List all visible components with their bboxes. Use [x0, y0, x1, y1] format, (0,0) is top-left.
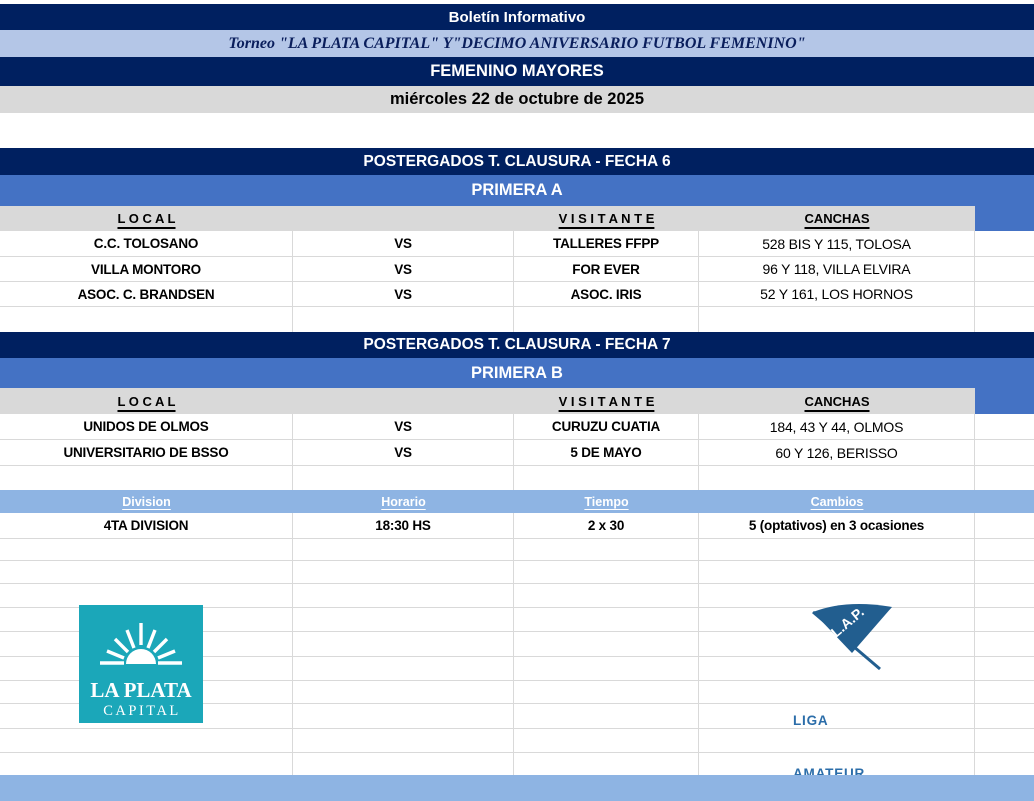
bulletin-title-bar: Boletín Informativo — [0, 4, 1034, 30]
schedule-division: 4TA DIVISION — [0, 513, 293, 538]
table2-column-header-row: L O C A L V I S I T A N T E CANCHAS — [0, 388, 1034, 414]
row-right-margin — [975, 282, 1034, 306]
column-header-canchas: CANCHAS — [699, 388, 975, 414]
row-cancha: 528 BIS Y 115, TOLOSA — [699, 231, 975, 256]
row-visitante: CURUZU CUATIA — [514, 414, 699, 439]
schedule-cambios: 5 (optativos) en 3 ocasiones — [699, 513, 975, 538]
row-cancha: 96 Y 118, VILLA ELVIRA — [699, 257, 975, 281]
category-label: FEMENINO MAYORES — [430, 62, 604, 80]
table2-division: PRIMERA B — [471, 363, 563, 382]
table-row: VILLA MONTORO VS FOR EVER 96 Y 118, VILL… — [0, 257, 1034, 282]
table1-title: POSTERGADOS T. CLAUSURA - FECHA 6 — [363, 152, 671, 170]
schedule-row: 4TA DIVISION 18:30 HS 2 x 30 5 (optativo… — [0, 513, 1034, 539]
table1-division-bar: PRIMERA A — [0, 175, 1034, 206]
row-right-margin — [975, 257, 1034, 281]
table-row: UNIVERSITARIO DE BSSO VS 5 DE MAYO 60 Y … — [0, 440, 1034, 466]
column-header-visitante: V I S I T A N T E — [514, 388, 699, 414]
table2-title: POSTERGADOS T. CLAUSURA - FECHA 7 — [363, 336, 671, 353]
row-local: C.C. TOLOSANO — [0, 231, 293, 256]
schedule-header-division: Division — [122, 494, 171, 509]
lap-line: LIGA — [793, 713, 829, 728]
table1-title-bar: POSTERGADOS T. CLAUSURA - FECHA 6 — [0, 148, 1034, 175]
category-bar: FEMENINO MAYORES — [0, 57, 1034, 86]
column-header-canchas: CANCHAS — [699, 206, 975, 231]
row-visitante: ASOC. IRIS — [514, 282, 699, 306]
tournament-bar: Torneo "LA PLATA CAPITAL" Y"DECIMO ANIVE… — [0, 30, 1034, 57]
schedule-header-tiempo: Tiempo — [584, 494, 629, 509]
lap-flag-icon: L.A.P. — [812, 604, 892, 671]
row-cancha: 60 Y 126, BERISSO — [699, 440, 975, 465]
row-local: UNIVERSITARIO DE BSSO — [0, 440, 293, 465]
vs-label: VS — [293, 231, 514, 256]
column-header-spacer — [293, 206, 514, 231]
table-row: ASOC. C. BRANDSEN VS ASOC. IRIS 52 Y 161… — [0, 282, 1034, 307]
column-header-visitante: V I S I T A N T E — [514, 206, 699, 231]
row-cancha: 52 Y 161, LOS HORNOS — [699, 282, 975, 306]
row-cancha: 184, 43 Y 44, OLMOS — [699, 414, 975, 439]
schedule-header-row: Division Horario Tiempo Cambios — [0, 490, 1034, 513]
schedule-horario: 18:30 HS — [293, 513, 514, 538]
row-local: UNIDOS DE OLMOS — [0, 414, 293, 439]
row-local: VILLA MONTORO — [0, 257, 293, 281]
vs-label: VS — [293, 282, 514, 306]
logo-la-plata-text: LA PLATA — [90, 678, 192, 702]
bulletin-title: Boletín Informativo — [448, 8, 586, 26]
row-right-margin — [975, 414, 1034, 439]
sun-disc — [126, 649, 156, 664]
table1-division: PRIMERA A — [471, 181, 563, 199]
row-visitante: TALLERES FFPP — [514, 231, 699, 256]
table1-column-header-row: L O C A L V I S I T A N T E CANCHAS — [0, 206, 1034, 231]
column-header-local: L O C A L — [0, 388, 293, 414]
date-label: miércoles 22 de octubre de 2025 — [389, 90, 645, 108]
vs-label: VS — [293, 257, 514, 281]
column-header-right-fill — [975, 206, 1034, 231]
date-bar: miércoles 22 de octubre de 2025 — [0, 86, 1034, 113]
schedule-header-horario: Horario — [381, 494, 426, 509]
vs-label: VS — [293, 440, 514, 465]
vs-label: VS — [293, 414, 514, 439]
table-row: UNIDOS DE OLMOS VS CURUZU CUATIA 184, 43… — [0, 414, 1034, 440]
sun-icon — [100, 623, 182, 665]
logo-capital-text: CAPITAL — [103, 703, 181, 719]
schedule-header-cambios: Cambios — [810, 494, 864, 509]
row-visitante: FOR EVER — [514, 257, 699, 281]
row-visitante: 5 DE MAYO — [514, 440, 699, 465]
column-header-local: L O C A L — [0, 206, 293, 231]
column-header-spacer — [293, 388, 514, 414]
row-right-margin — [975, 513, 1034, 538]
row-right-margin — [975, 440, 1034, 465]
column-header-right-fill — [975, 388, 1034, 414]
schedule-header-right-fill — [975, 490, 1034, 513]
row-right-margin — [975, 231, 1034, 256]
la-plata-capital-logo: LA PLATA CAPITAL — [79, 605, 203, 723]
tournament-name: Torneo "LA PLATA CAPITAL" Y"DECIMO ANIVE… — [228, 34, 806, 52]
table2-title-bar: POSTERGADOS T. CLAUSURA - FECHA 7 — [0, 332, 1034, 358]
table2-division-bar: PRIMERA B — [0, 358, 1034, 388]
row-local: ASOC. C. BRANDSEN — [0, 282, 293, 306]
schedule-tiempo: 2 x 30 — [514, 513, 699, 538]
bottom-accent-bar — [0, 775, 1034, 801]
table-row: C.C. TOLOSANO VS TALLERES FFPP 528 BIS Y… — [0, 231, 1034, 257]
